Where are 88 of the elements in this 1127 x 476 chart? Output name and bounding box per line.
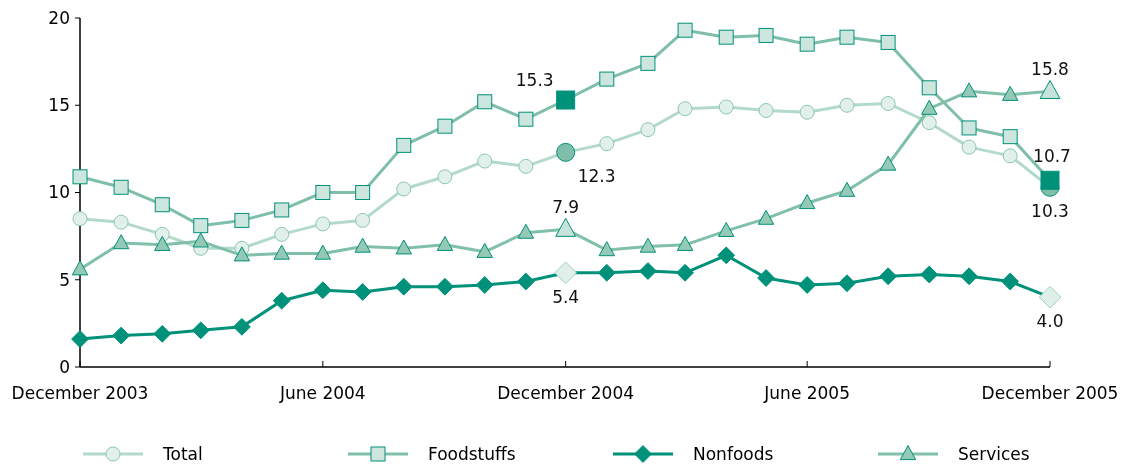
point — [758, 102, 774, 118]
x-tick-label: December 2004 — [497, 383, 635, 403]
point — [960, 267, 978, 286]
point — [799, 104, 815, 120]
point — [154, 235, 171, 251]
point — [516, 272, 535, 291]
point — [879, 155, 897, 171]
point — [353, 283, 372, 301]
point — [71, 330, 89, 348]
data-label: 4.0 — [1036, 311, 1064, 332]
point — [798, 276, 817, 294]
point — [314, 244, 332, 260]
point — [315, 216, 331, 232]
point — [192, 232, 209, 248]
y-tick-label: 0 — [59, 356, 70, 377]
point — [396, 181, 412, 197]
y-tick-label: 20 — [48, 7, 70, 28]
legend-label: Services — [958, 443, 1030, 464]
x-tick-label: December 2003 — [11, 383, 149, 403]
point — [677, 101, 693, 117]
point — [960, 82, 978, 98]
point — [232, 317, 251, 336]
point — [676, 263, 694, 282]
data-label: 7.9 — [552, 197, 580, 218]
data-label: 12.3 — [577, 166, 616, 187]
point — [191, 321, 210, 340]
point — [477, 153, 493, 169]
point — [639, 262, 657, 280]
point — [961, 139, 977, 155]
point — [394, 277, 413, 296]
point — [313, 281, 332, 300]
point — [71, 260, 89, 276]
x-tick-label: June 2005 — [763, 383, 851, 403]
point — [517, 223, 535, 239]
data-label: 5.4 — [552, 286, 580, 307]
point — [475, 276, 494, 294]
point — [880, 96, 896, 112]
point — [1002, 148, 1018, 164]
point — [757, 269, 775, 287]
point — [640, 122, 656, 138]
point — [1001, 272, 1020, 291]
data-label: 15.3 — [515, 70, 554, 91]
point — [879, 267, 898, 286]
point — [112, 234, 130, 250]
point — [757, 209, 775, 225]
point — [233, 246, 251, 262]
data-label: 10.3 — [1031, 201, 1069, 222]
point — [717, 246, 736, 265]
legend-label: Foodstuffs — [428, 443, 516, 464]
point — [273, 244, 290, 260]
point — [274, 226, 290, 242]
point — [597, 263, 616, 282]
legend-label: Nonfoods — [693, 443, 774, 464]
point — [355, 212, 371, 228]
point — [676, 235, 694, 251]
point — [437, 169, 453, 185]
y-tick-label: 15 — [48, 95, 70, 116]
point — [921, 115, 937, 131]
data-label: 15.8 — [1031, 59, 1069, 80]
point — [718, 221, 735, 237]
point — [272, 291, 291, 310]
data-label: 10.7 — [1033, 146, 1071, 167]
point — [436, 235, 454, 251]
point — [1001, 85, 1019, 101]
point — [112, 326, 131, 345]
point — [920, 265, 939, 284]
point — [921, 99, 938, 115]
point — [436, 277, 454, 296]
y-tick-label: 5 — [59, 269, 70, 290]
point — [72, 211, 88, 227]
point — [518, 158, 534, 174]
point — [354, 237, 371, 253]
point — [838, 181, 856, 197]
point — [153, 324, 172, 343]
point — [476, 242, 493, 258]
point — [718, 99, 734, 115]
point — [839, 97, 855, 113]
point — [599, 136, 615, 152]
point — [113, 214, 129, 230]
point — [598, 241, 615, 257]
y-tick-label: 10 — [48, 182, 70, 203]
point — [639, 237, 657, 253]
x-tick-label: June 2004 — [278, 383, 366, 403]
x-tick-label: December 2005 — [981, 383, 1119, 403]
point — [395, 239, 412, 255]
point — [838, 274, 856, 293]
point — [798, 194, 816, 210]
legend-label: Total — [162, 443, 203, 464]
